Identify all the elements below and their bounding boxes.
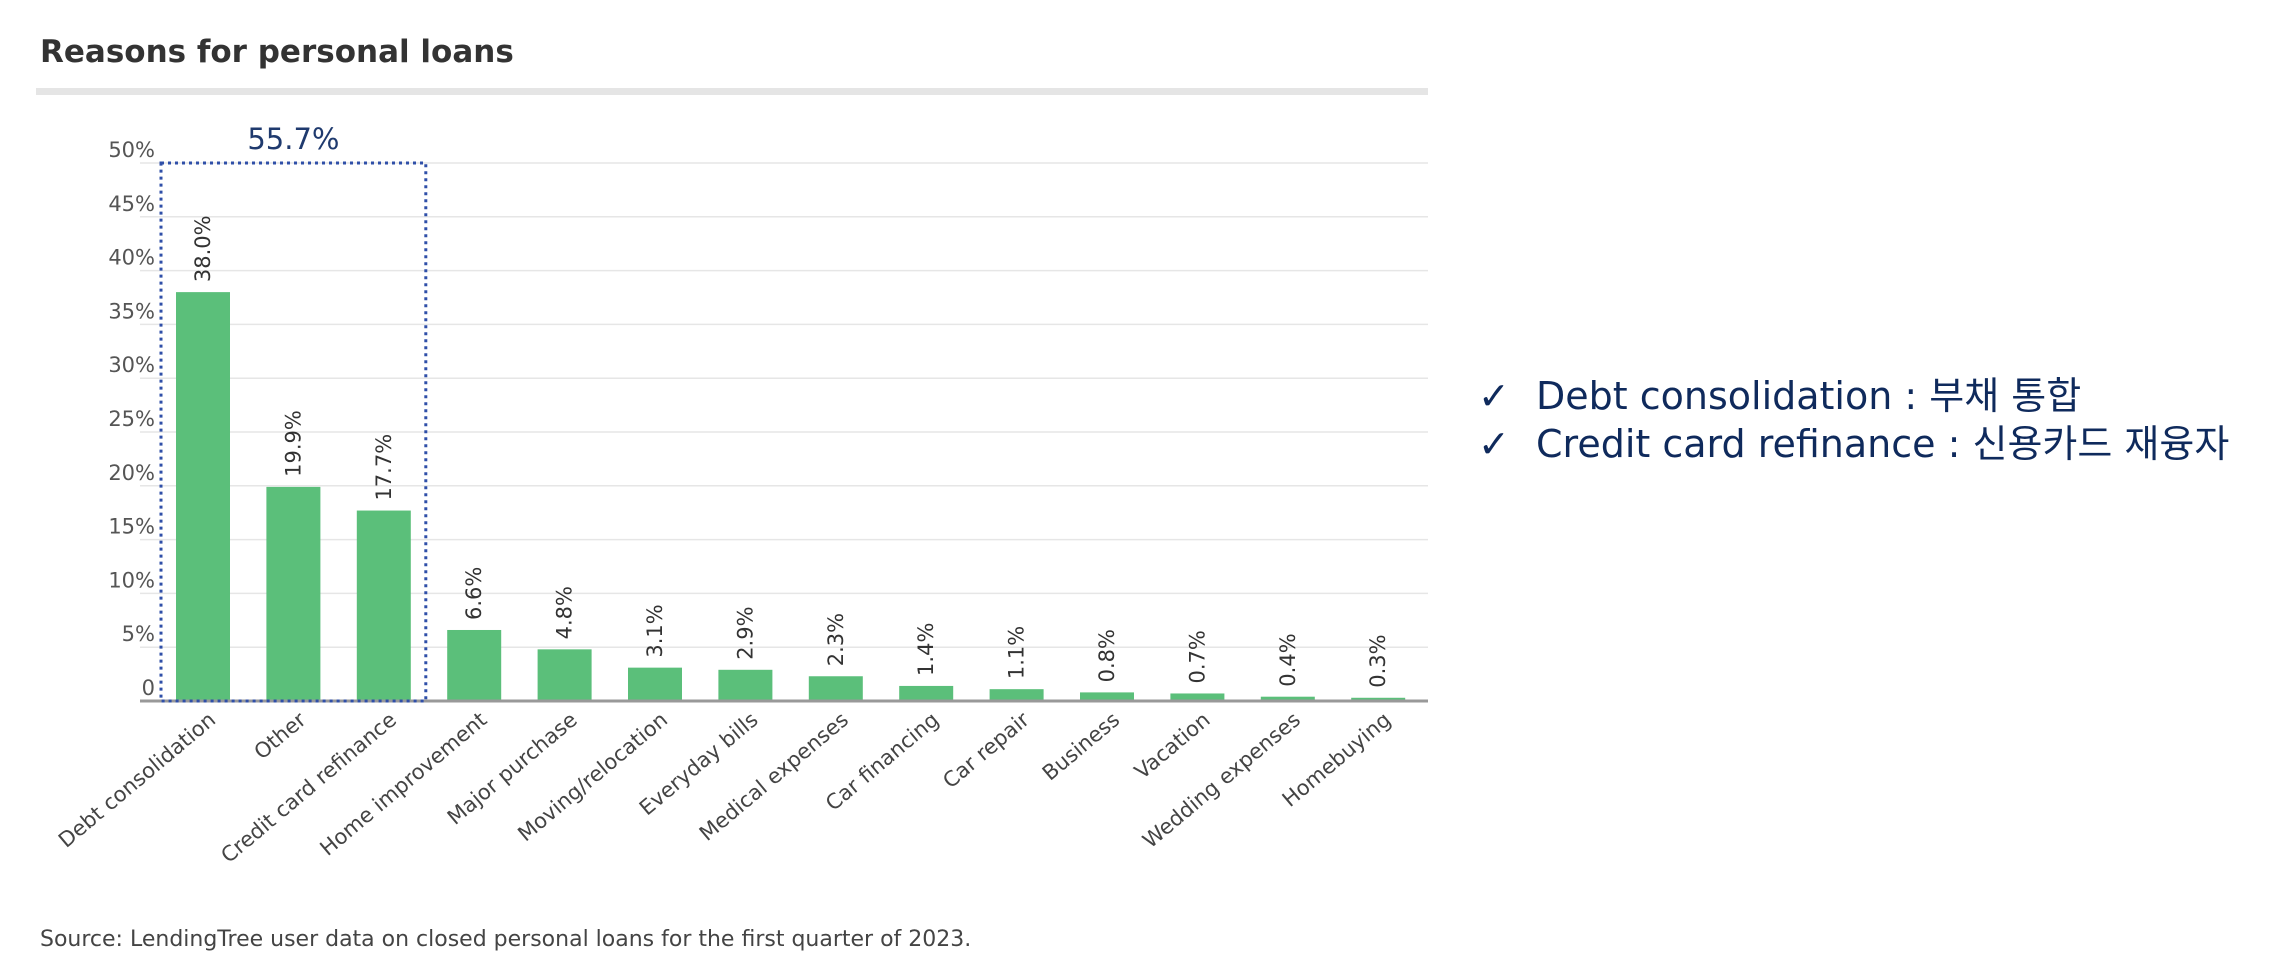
bar (1260, 696, 1315, 701)
data-label: 4.8% (553, 586, 577, 639)
check-icon: ✓ (1478, 422, 1510, 466)
data-label: 17.7% (372, 434, 396, 501)
highlight-label: 55.7% (247, 122, 339, 156)
category-label: Wedding expenses (1138, 707, 1305, 852)
data-label: 0.7% (1185, 630, 1209, 683)
category-label: Debt consolidation (54, 707, 220, 852)
note-text: Credit card refinance : 신용카드 재융자 (1536, 422, 2230, 466)
bar (176, 292, 230, 701)
data-label: 0.4% (1276, 633, 1300, 686)
category-label: Credit card refinance (216, 707, 401, 867)
category-label: Medical expenses (695, 707, 853, 845)
bar (356, 510, 411, 701)
category-label: Home improvement (315, 707, 491, 860)
check-icon: ✓ (1478, 374, 1510, 418)
data-label: 6.6% (462, 567, 486, 620)
category-label: Car repair (938, 707, 1034, 793)
y-tick-label: 50% (108, 138, 155, 162)
y-tick-label: 30% (108, 353, 155, 377)
data-label: 2.3% (824, 613, 848, 666)
y-tick-label: 25% (108, 407, 155, 431)
note-item: ✓ Debt consolidation : 부채 통합 (1478, 372, 2229, 420)
y-tick-label: 20% (108, 461, 155, 485)
bar (899, 685, 954, 701)
notes-list: ✓ Debt consolidation : 부채 통합 ✓ Credit ca… (1478, 372, 2229, 468)
note-item: ✓ Credit card refinance : 신용카드 재융자 (1478, 420, 2229, 468)
category-label: Other (249, 707, 310, 764)
bar (537, 649, 592, 701)
category-label: Business (1038, 707, 1124, 785)
y-tick-label: 15% (108, 515, 155, 539)
category-label: Moving/relocation (513, 707, 672, 846)
bar (447, 629, 502, 701)
bar (628, 667, 682, 701)
title-rule (36, 88, 1428, 95)
source-note: Source: LendingTree user data on closed … (40, 927, 971, 952)
bar (808, 676, 863, 701)
y-axis-ticks: 0 5% 10% 15% 20% 25% 30% 35% 40% 45% 50% (108, 138, 155, 700)
y-tick-label: 40% (108, 246, 155, 270)
gridlines (140, 162, 1428, 648)
bar (1351, 697, 1406, 701)
bar (718, 669, 773, 701)
bar (266, 486, 321, 701)
data-label: 1.1% (1005, 626, 1029, 679)
data-label: 2.9% (733, 606, 757, 659)
data-label: 3.1% (643, 604, 667, 657)
data-label: 0.8% (1095, 629, 1119, 682)
y-tick-label: 35% (108, 299, 155, 323)
bar (989, 689, 1044, 701)
y-tick-label: 10% (108, 568, 155, 592)
data-label: 19.9% (281, 410, 305, 477)
y-tick-label: 45% (108, 192, 155, 216)
bar (1080, 692, 1134, 701)
note-text: Debt consolidation : 부채 통합 (1536, 374, 2082, 418)
highlight-box (159, 161, 428, 703)
category-label: Vacation (1130, 707, 1215, 783)
data-label: 0.3% (1366, 634, 1390, 687)
y-tick-label: 5% (122, 622, 155, 646)
y-tick-label: 0 (142, 676, 155, 700)
chart-title: Reasons for personal loans (40, 34, 514, 70)
data-labels: 38.0% 19.9% 17.7% 6.6% 4.8% 3.1% 2.9% 2.3% 1.4% 1… (191, 215, 1390, 687)
bars (176, 292, 1406, 701)
data-label: 1.4% (914, 623, 938, 676)
bar (1170, 693, 1225, 701)
data-label: 38.0% (191, 215, 215, 282)
